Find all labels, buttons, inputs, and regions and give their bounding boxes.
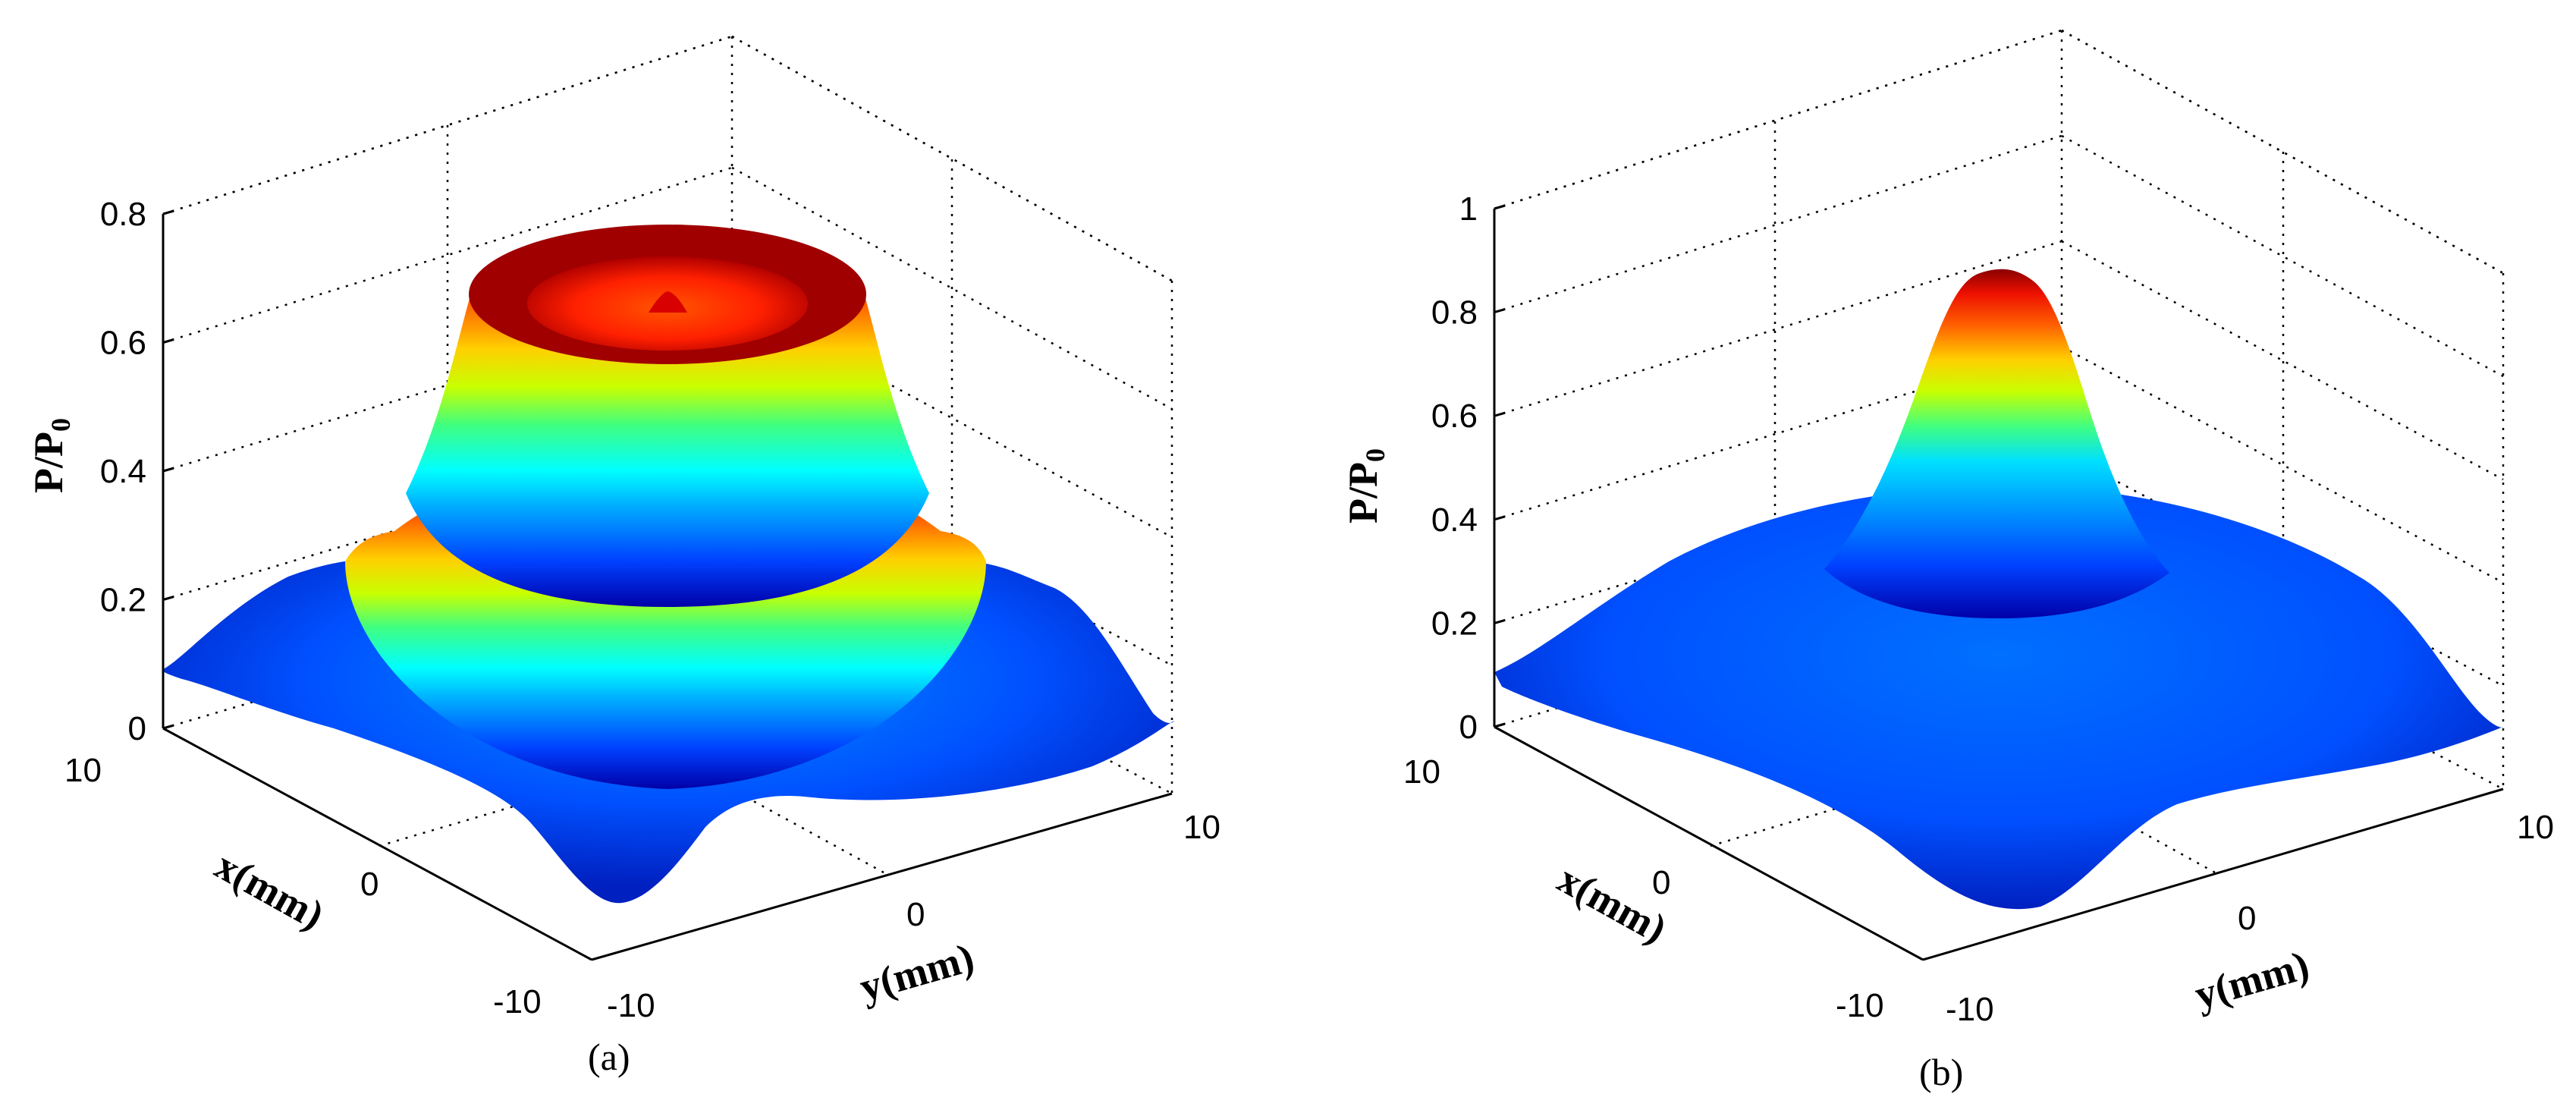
y-tick-label: -10	[1946, 991, 1994, 1028]
z-gridline	[731, 166, 1173, 410]
y-tick-label: 0	[906, 896, 925, 933]
z-tick-label: 0.6	[1431, 398, 1478, 435]
x-tick-label: 10	[64, 752, 102, 789]
z-tick-mark	[1494, 411, 1506, 417]
panel-label-a: (a)	[588, 1036, 630, 1078]
y-tick-label: 10	[2517, 809, 2554, 846]
z-tick-label: 0.4	[100, 453, 146, 490]
z-axis-label: P/P0	[1340, 448, 1390, 523]
x-tick-label: -10	[493, 983, 542, 1020]
y-axis-label: y(mm)	[855, 935, 979, 1011]
z-tick-mark	[162, 338, 174, 344]
panel-a-surface	[163, 225, 1174, 904]
z-tick-label: 0.4	[1431, 501, 1478, 539]
z-tick-mark	[1494, 515, 1506, 521]
z-tick-label: 0.2	[100, 582, 146, 619]
z-axis-label: P/P0	[26, 418, 76, 493]
z-gridline	[2061, 29, 2504, 275]
panel-b-ticks	[1494, 204, 1506, 728]
y-tick-label: 0	[2238, 900, 2256, 937]
z-tick-mark	[162, 209, 174, 215]
z-tick-label: 0.8	[1431, 294, 1478, 332]
z-tick-label: 0.6	[100, 325, 146, 362]
y-tick-label: 10	[1183, 809, 1220, 846]
panel-a-ticks	[162, 209, 174, 730]
z-tick-mark	[1494, 618, 1506, 624]
z-tick-mark	[1494, 722, 1506, 728]
y-tick-label: -10	[607, 987, 655, 1024]
panel-b-surface	[1494, 269, 2503, 910]
panel-b-z-tick-labels: 0 0.2 0.4 0.6 0.8 1	[1431, 190, 1478, 746]
x-tick-label: 0	[360, 866, 379, 903]
panel-a-z-tick-labels: 0 0.2 0.4 0.6 0.8	[100, 196, 146, 747]
z-axis-label-main: P/P	[1340, 462, 1386, 523]
panel-a: 0 0.2 0.4 0.6 0.8 10 0 -10 -10 0 10 x(mm) y(…	[26, 35, 1220, 1078]
y-axis-label: y(mm)	[2190, 942, 2314, 1018]
z-tick-label: 1	[1459, 190, 1478, 228]
z-gridline	[2061, 345, 2504, 584]
z-tick-label: 0	[128, 710, 146, 747]
z-gridline	[1494, 29, 2062, 210]
z-axis-label-sub: 0	[1360, 448, 1390, 462]
z-gridline	[2061, 240, 2504, 481]
z-tick-mark	[162, 596, 174, 601]
z-gridline	[731, 35, 1173, 282]
surface-b-base	[1494, 486, 2503, 910]
x-tick-label: 0	[1652, 864, 1670, 901]
z-gridline	[2061, 134, 2504, 378]
surface-b-peak	[1824, 269, 2169, 618]
z-axis-label-sub: 0	[46, 418, 76, 432]
x-axis-label: x(mm)	[208, 842, 331, 939]
panel-label-b: (b)	[1919, 1051, 1963, 1093]
panel-b: 00.20.40.60.81 10 0 -10 -10 0 10 x(mm) y…	[1340, 29, 2554, 1093]
x-tick-label: 10	[1403, 753, 1440, 791]
z-axis-label-main: P/P	[26, 432, 71, 493]
z-tick-mark	[162, 724, 174, 730]
x-tick-label: -10	[1836, 987, 1884, 1024]
z-tick-mark	[1494, 308, 1506, 314]
z-tick-label: 0	[1459, 709, 1478, 746]
z-tick-label: 0.2	[1431, 605, 1478, 642]
z-tick-mark	[1494, 204, 1506, 210]
z-tick-label: 0.8	[100, 196, 146, 233]
z-tick-mark	[162, 467, 174, 473]
panel-b-axes	[1493, 209, 2504, 961]
surface-a-center-peak	[649, 291, 687, 313]
z-gridline	[2061, 451, 2504, 687]
